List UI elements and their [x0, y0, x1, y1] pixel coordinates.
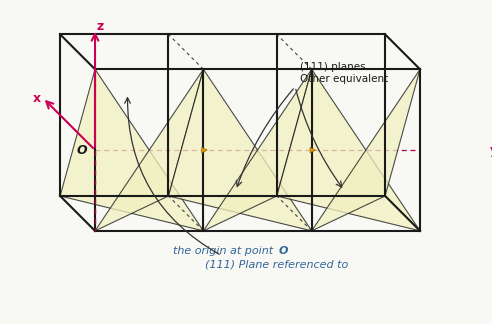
- Polygon shape: [312, 69, 420, 231]
- Polygon shape: [95, 69, 203, 231]
- Polygon shape: [203, 69, 312, 231]
- Text: (111) Plane referenced to: (111) Plane referenced to: [205, 260, 348, 270]
- Text: O: O: [76, 144, 87, 156]
- Polygon shape: [60, 69, 203, 231]
- Polygon shape: [202, 147, 207, 153]
- Polygon shape: [168, 69, 312, 231]
- Polygon shape: [277, 69, 420, 231]
- Text: z: z: [97, 19, 104, 32]
- Text: the origin at point: the origin at point: [173, 246, 277, 256]
- Text: (111) planes: (111) planes: [300, 63, 366, 73]
- Polygon shape: [310, 147, 315, 153]
- Text: O: O: [278, 246, 288, 256]
- Text: Other equivalent: Other equivalent: [300, 75, 388, 84]
- Text: y: y: [490, 144, 492, 156]
- Text: x: x: [33, 92, 41, 105]
